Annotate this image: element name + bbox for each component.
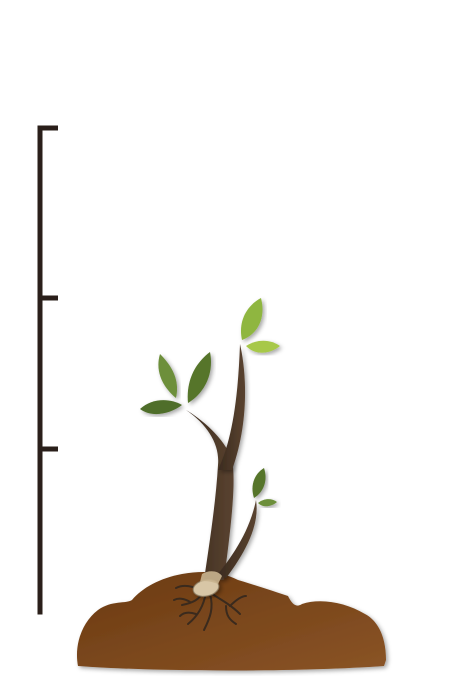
leaf-top-right [246,340,280,353]
leaves [140,298,280,507]
leaf-left-top [187,352,212,403]
upper-stem [218,344,246,470]
main-stem [186,410,234,580]
leaf-left-mid [158,354,178,398]
leaf-left-low [140,400,182,415]
seed-husk [200,571,222,584]
growth-ruler [37,125,58,615]
side-branch [218,500,257,578]
leaf-side-lower [258,499,277,507]
leaf-side-upper [252,468,266,498]
leaf-top-upper [240,298,263,340]
